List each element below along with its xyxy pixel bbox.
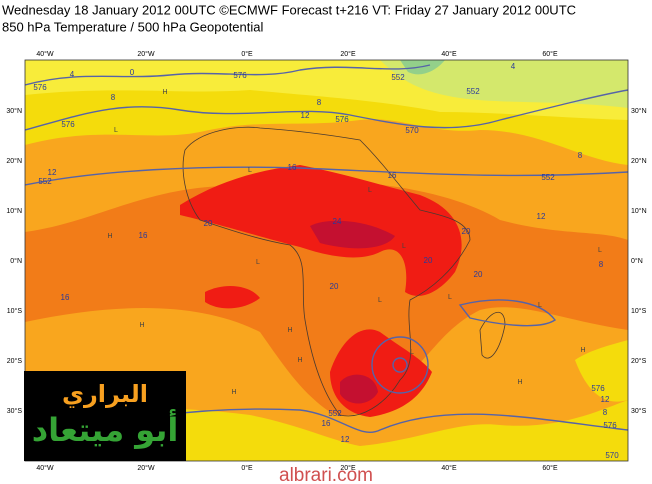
header-line: Wednesday 18 January 2012 00UTC ©ECMWF F… (2, 2, 576, 17)
contour-label: 8 (599, 260, 604, 269)
pressure-center: H (517, 379, 522, 386)
contour-label: 8 (578, 151, 583, 160)
latitude-label: 20°S (7, 357, 23, 365)
longitude-label: 0°E (241, 50, 253, 58)
pressure-center: L (402, 243, 406, 250)
contour-label: 576 (233, 71, 247, 80)
contour-label: 552 (38, 177, 52, 186)
longitude-label: 40°W (36, 464, 54, 472)
pressure-center: L (598, 247, 602, 254)
latitude-label: 30°N (6, 107, 22, 115)
contour-label: 552 (391, 73, 405, 82)
contour-label: 16 (61, 293, 70, 302)
contour-label: 576 (335, 115, 349, 124)
contour-label: 12 (601, 395, 610, 404)
contour-label: 576 (603, 421, 617, 430)
contour-label: 8 (111, 93, 116, 102)
contour-label: 552 (328, 409, 342, 418)
contour-label: 552 (541, 173, 555, 182)
watermark: albrari.com (279, 465, 373, 484)
logo-text: أبو ميتعاد (32, 409, 179, 449)
pressure-center: L (114, 127, 118, 134)
contour-label: 12 (537, 212, 546, 221)
contour-label: 16 (388, 171, 397, 180)
pressure-center: L (538, 302, 542, 309)
pressure-center: H (162, 89, 167, 96)
latitude-label: 10°S (631, 307, 647, 315)
pressure-center: L (248, 167, 252, 174)
contour-label: 20 (462, 227, 471, 236)
contour-label: 20 (204, 219, 213, 228)
latitude-label: 30°S (7, 407, 23, 415)
contour-label: 12 (301, 111, 310, 120)
latitude-label: 10°N (631, 207, 647, 215)
map-field (25, 60, 628, 461)
contour-label: 4 (511, 62, 516, 71)
latitude-label: 30°N (631, 107, 647, 115)
latitude-label: 30°S (631, 407, 647, 415)
contour-label: 12 (48, 168, 57, 177)
longitude-label: 20°W (137, 50, 155, 58)
pressure-center: H (297, 357, 302, 364)
contour-label: 576 (591, 384, 605, 393)
longitude-label: 0°E (241, 464, 253, 472)
contour-label: 570 (605, 451, 619, 460)
contour-label: 8 (317, 98, 322, 107)
longitude-label: 20°W (137, 464, 155, 472)
pressure-center: H (139, 322, 144, 329)
longitude-label: 20°E (340, 50, 356, 58)
pressure-center: H (580, 347, 585, 354)
longitude-label: 40°E (441, 464, 457, 472)
logo-box (24, 371, 186, 461)
longitude-label: 60°E (542, 50, 558, 58)
pressure-center: H (287, 327, 292, 334)
pressure-center: H (107, 233, 112, 240)
contour-label: 20 (424, 256, 433, 265)
latitude-label: 0°N (10, 257, 22, 265)
contour-label: 16 (322, 419, 331, 428)
pressure-center: H (231, 389, 236, 396)
contour-label: 24 (333, 217, 342, 226)
contour-label: 20 (330, 282, 339, 291)
longitude-label: 20°E (340, 464, 356, 472)
pressure-center: L (368, 187, 372, 194)
latitude-label: 0°N (631, 257, 643, 265)
contour-label: 12 (341, 435, 350, 444)
contour-label: 16 (139, 231, 148, 240)
latitude-label: 10°N (6, 207, 22, 215)
map-frame (24, 59, 629, 462)
longitude-label: 60°E (542, 464, 558, 472)
contour-label: 8 (603, 408, 608, 417)
contour-label: 552 (466, 87, 480, 96)
latitude-label: 20°S (631, 357, 647, 365)
contour-label: 570 (405, 126, 419, 135)
pressure-center: L (256, 259, 260, 266)
contour-label: 20 (474, 270, 483, 279)
logo-text: البراري (62, 380, 148, 408)
pressure-center: L (378, 297, 382, 304)
contour-label: 0 (130, 68, 135, 77)
latitude-label: 20°N (631, 157, 647, 165)
latitude-label: 10°S (7, 307, 23, 315)
header-line: 850 hPa Temperature / 500 hPa Geopotenti… (2, 19, 264, 34)
contour-label: 576 (61, 120, 75, 129)
contour-label: 16 (288, 163, 297, 172)
latitude-label: 20°N (6, 157, 22, 165)
longitude-label: 40°E (441, 50, 457, 58)
longitude-label: 40°W (36, 50, 54, 58)
pressure-center: L (448, 294, 452, 301)
contour-label: 576 (33, 83, 47, 92)
contour-label: 4 (70, 70, 75, 79)
pressure-center: L (410, 349, 414, 356)
